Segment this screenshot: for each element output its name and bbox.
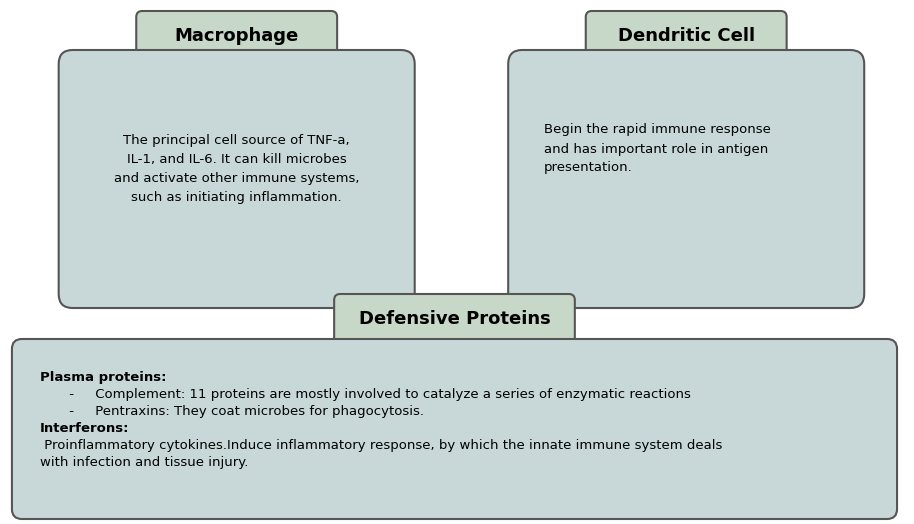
Text: Proinflammatory cytokines.Induce inflammatory response, by which the innate immu: Proinflammatory cytokines.Induce inflamm… xyxy=(40,439,722,452)
FancyBboxPatch shape xyxy=(58,50,415,308)
Text: Interferons:: Interferons: xyxy=(40,422,129,435)
Text: Plasma proteins:: Plasma proteins: xyxy=(40,371,166,384)
FancyBboxPatch shape xyxy=(508,50,865,308)
Text: Dendritic Cell: Dendritic Cell xyxy=(618,27,755,45)
FancyBboxPatch shape xyxy=(136,11,337,61)
Text: Begin the rapid immune response
and has important role in antigen
presentation.: Begin the rapid immune response and has … xyxy=(544,124,771,174)
FancyBboxPatch shape xyxy=(12,339,897,519)
Text: Macrophage: Macrophage xyxy=(175,27,299,45)
FancyBboxPatch shape xyxy=(335,294,575,344)
FancyBboxPatch shape xyxy=(586,11,787,61)
Text: -     Complement: 11 proteins are mostly involved to catalyze a series of enzyma: - Complement: 11 proteins are mostly inv… xyxy=(48,388,691,401)
Text: -     Pentraxins: They coat microbes for phagocytosis.: - Pentraxins: They coat microbes for pha… xyxy=(48,405,424,418)
Text: Defensive Proteins: Defensive Proteins xyxy=(358,310,550,328)
Text: The principal cell source of TNF-a,
IL-1, and IL-6. It can kill microbes
and act: The principal cell source of TNF-a, IL-1… xyxy=(114,134,359,204)
Text: with infection and tissue injury.: with infection and tissue injury. xyxy=(40,456,249,469)
